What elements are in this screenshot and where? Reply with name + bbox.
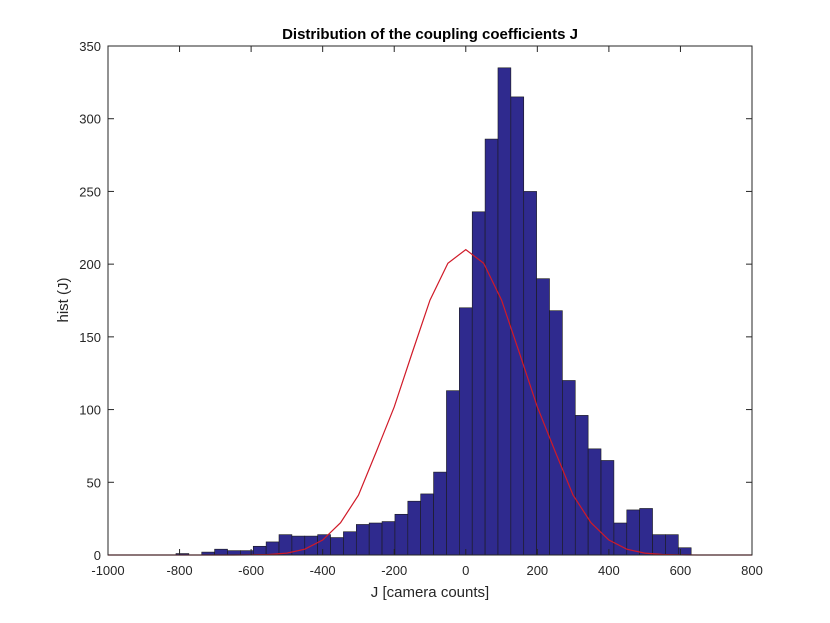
y-tick-label: 0 xyxy=(94,548,101,563)
y-tick-label: 100 xyxy=(79,403,101,418)
y-tick-label: 250 xyxy=(79,184,101,199)
x-tick-label: 200 xyxy=(526,563,548,578)
histogram-bar xyxy=(600,460,615,556)
histogram-bar xyxy=(355,524,370,556)
histogram-bar xyxy=(227,550,241,556)
histogram-bar xyxy=(536,278,550,556)
histogram-bar xyxy=(381,521,396,556)
histogram-bar xyxy=(549,310,563,556)
y-axis-label: hist (J) xyxy=(55,277,72,322)
x-tick-label: 400 xyxy=(598,563,620,578)
histogram-bar xyxy=(317,534,331,556)
x-tick-label: -600 xyxy=(238,563,264,578)
x-tick-label: -400 xyxy=(310,563,336,578)
histogram-bar xyxy=(265,541,280,556)
y-tick-label: 300 xyxy=(79,112,101,127)
histogram-bar xyxy=(574,415,589,556)
histogram-bars xyxy=(175,67,692,556)
histogram-bar xyxy=(252,545,267,556)
y-tick-label: 50 xyxy=(87,475,101,490)
x-tick-label: 0 xyxy=(462,563,469,578)
histogram-bar xyxy=(665,534,679,556)
x-tick-label: -800 xyxy=(167,563,193,578)
x-axis-label: J [camera counts] xyxy=(371,584,489,601)
histogram-bar xyxy=(459,307,473,556)
plot-box xyxy=(107,45,753,556)
histogram-bar xyxy=(433,471,447,556)
y-tick-label: 150 xyxy=(79,330,101,345)
histogram-bar xyxy=(368,522,383,556)
x-tick-label: -200 xyxy=(381,563,407,578)
chart-title: Distribution of the coupling coefficient… xyxy=(282,26,578,43)
y-tick-label: 200 xyxy=(79,257,101,272)
axis-ticks: -1000 -800 -600 -400 -200 0 200 400 600 800 0 50 100… xyxy=(79,39,763,578)
x-tick-label: -1000 xyxy=(91,563,124,578)
histogram-bar xyxy=(394,513,409,556)
histogram-bar xyxy=(587,448,602,556)
histogram-bar xyxy=(407,500,421,556)
histogram-bar xyxy=(420,493,434,556)
histogram-bar xyxy=(497,67,512,556)
y-tick-label: 350 xyxy=(79,39,101,54)
histogram-bar xyxy=(214,548,228,556)
histogram-bar xyxy=(626,509,640,556)
histogram-bar xyxy=(613,522,628,556)
histogram-bar xyxy=(510,96,525,556)
histogram-bar xyxy=(343,531,357,556)
x-tick-label: 800 xyxy=(741,563,763,578)
histogram-bar xyxy=(652,534,666,556)
histogram-bar xyxy=(639,508,653,556)
x-tick-label: 600 xyxy=(670,563,692,578)
histogram-bar xyxy=(330,537,344,556)
histogram-bar xyxy=(484,138,499,556)
histogram-bar xyxy=(446,390,460,556)
histogram-bar xyxy=(562,380,576,556)
